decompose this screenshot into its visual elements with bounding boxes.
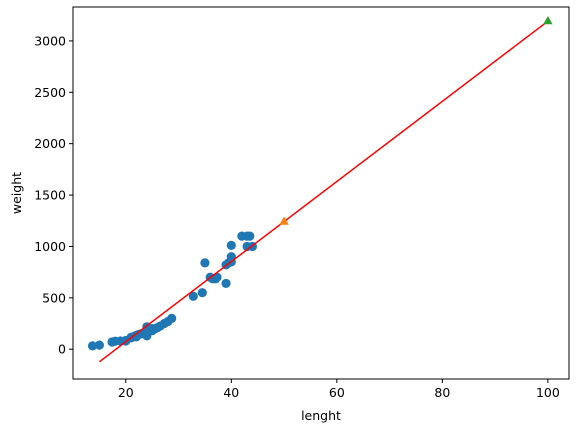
y-tick-label: 3000 [34,33,66,48]
fit-line [98,20,549,363]
scatter-point [188,291,198,301]
scatter-point [221,278,231,289]
y-axis-label: weight [9,172,24,214]
y-tick-label: 1000 [34,239,66,254]
scatter-point [245,231,255,241]
x-tick-label: 20 [118,385,134,400]
plot-frame [72,6,570,380]
y-tick-label: 1500 [34,188,66,203]
scatter-point [197,288,207,298]
x-tick-label: 100 [536,385,560,400]
y-tick-label: 2000 [34,136,66,151]
chart-marks [87,15,553,363]
triangle-point-2 [279,216,289,225]
x-tick-label: 60 [329,385,345,400]
x-axis-label: lenght [301,408,341,423]
y-tick-label: 2500 [34,85,66,100]
scatter-point [167,313,177,323]
x-tick-label: 80 [434,385,450,400]
y-tick-label: 500 [42,290,66,305]
triangle-point-3 [543,15,553,25]
x-tick-label: 40 [223,385,239,400]
scatter-point [200,258,210,268]
scatter-point [226,240,236,251]
scatter-point [94,340,104,350]
scatter-point [87,341,98,351]
y-tick-label: 0 [58,342,66,357]
